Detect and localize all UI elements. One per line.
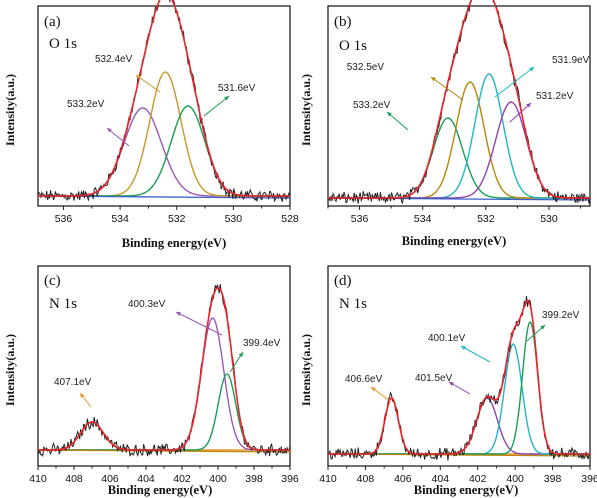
- x-tick-label: 534: [414, 213, 432, 225]
- peak-arrow-head: [371, 387, 376, 392]
- peak-arrow-head: [529, 67, 534, 72]
- fitted-envelope-curve: [38, 0, 290, 197]
- plot-frame: [37, 5, 291, 207]
- panel-title: O 1s: [339, 38, 367, 54]
- peak-arrow-head: [387, 112, 392, 117]
- x-tick-label: 410: [319, 473, 337, 485]
- peak-curve-1: [38, 107, 290, 197]
- x-tick-label: 398: [544, 473, 562, 485]
- peak-arrow-head: [176, 312, 181, 316]
- panel-b: 536 534 532 530 Binding energy(eV) Intensity(…: [299, 0, 591, 248]
- fitted-envelope-curve: [328, 299, 590, 455]
- y-axis-label: Intensity(a.u.): [3, 74, 17, 146]
- peak-curve-1: [328, 397, 590, 455]
- peak-arrow-head: [461, 346, 466, 351]
- peak-arrow-head: [80, 393, 85, 398]
- peak-label: 400.3eV: [128, 299, 166, 310]
- panel-title: N 1s: [49, 296, 77, 312]
- x-tick-label: 408: [357, 473, 375, 485]
- fitted-envelope-curve: [38, 286, 290, 451]
- peak-arrow-head: [540, 325, 545, 330]
- x-axis-label: Binding energy(eV): [108, 483, 213, 497]
- peak-arrow-line: [460, 345, 491, 363]
- panel-letter: (c): [44, 273, 61, 289]
- peak-label: 532.5eV: [347, 62, 385, 73]
- peak-label: 401.5eV: [415, 373, 453, 384]
- plot-frame: [327, 265, 591, 467]
- panel-letter: (d): [334, 273, 352, 289]
- x-axis-label: Binding energy(eV): [402, 234, 507, 248]
- peak-label: 533.2eV: [353, 100, 391, 111]
- panel-title: N 1s: [339, 296, 367, 312]
- x-tick-label: 404: [432, 473, 450, 485]
- y-axis-label: Intensity(a.u.): [299, 74, 313, 146]
- peak-label: 399.4eV: [243, 338, 281, 349]
- peak-arrow-head: [107, 128, 112, 133]
- peak-arrow-line: [135, 74, 161, 93]
- panel-title: O 1s: [49, 36, 77, 52]
- x-tick-label: 406: [394, 473, 412, 485]
- x-tick-label: 532: [477, 213, 495, 225]
- peak-curve-3: [328, 343, 590, 455]
- peak-label: 531.6eV: [218, 83, 256, 94]
- peak-curve-2: [328, 397, 590, 455]
- x-axis-label: Binding energy(eV): [122, 236, 227, 250]
- x-tick-label: 534: [111, 213, 129, 225]
- peak-arrow-line: [175, 311, 223, 336]
- x-tick-label: 396: [281, 473, 299, 485]
- x-tick-label: 530: [225, 213, 243, 225]
- peak-arrow-head: [224, 96, 229, 101]
- peak-label: 531.9eV: [552, 55, 590, 66]
- x-tick-label: 398: [245, 473, 263, 485]
- peak-label: 407.1eV: [54, 377, 92, 388]
- peak-arrow-line: [430, 76, 464, 101]
- peak-label: 533.2eV: [67, 99, 105, 110]
- peak-arrow-head: [526, 103, 531, 108]
- peak-label: 400.1eV: [428, 333, 466, 344]
- peak-arrow-line: [386, 111, 409, 131]
- peak-arrow-head: [136, 75, 141, 80]
- x-tick-label: 402: [469, 473, 487, 485]
- peak-label: 531.2eV: [536, 91, 574, 102]
- x-tick-label: 532: [168, 213, 186, 225]
- panel-letter: (b): [334, 14, 352, 30]
- x-tick-label: 404: [137, 473, 155, 485]
- panel-letter: (a): [44, 14, 61, 30]
- x-tick-label: 530: [540, 213, 558, 225]
- x-tick-label: 408: [65, 473, 83, 485]
- background-baseline: [37, 449, 291, 453]
- x-tick-label: 400: [209, 473, 227, 485]
- peak-label: 399.2eV: [542, 310, 580, 321]
- x-tick-label: 396: [581, 473, 597, 485]
- y-axis-label: Intensity(a.u.): [299, 334, 313, 406]
- x-tick-label: 400: [506, 473, 524, 485]
- panel-d: 410 408 406 404 402 400 398 396 Binding energy(e…: [299, 265, 597, 497]
- x-tick-label: 536: [55, 213, 73, 225]
- panel-a: 536 534 532 530 528 Binding energy(eV) Intensi…: [3, 0, 299, 250]
- peak-arrow-line: [494, 66, 535, 98]
- peak-arrow-head: [238, 352, 243, 357]
- plot-frame: [327, 5, 591, 207]
- panel-c: 410 408 406 404 402 400 398 396 Binding energy(e…: [3, 265, 299, 497]
- peak-label: 532.4eV: [95, 54, 133, 65]
- x-tick-label: 528: [281, 213, 299, 225]
- x-tick-label: 402: [173, 473, 191, 485]
- fitted-envelope-curve: [328, 0, 590, 199]
- peak-arrow-line: [106, 127, 130, 147]
- peak-label: 406.6eV: [345, 374, 383, 385]
- peak-arrow-line: [203, 95, 230, 117]
- y-axis-label: Intensity(a.u.): [3, 334, 17, 406]
- peak-arrow-line: [509, 102, 532, 123]
- x-axis-label: Binding energy(eV): [414, 483, 519, 497]
- peak-arrow-head: [449, 382, 454, 387]
- x-tick-label: 536: [351, 213, 369, 225]
- peak-arrow-head: [431, 77, 436, 82]
- x-tick-label: 406: [101, 473, 119, 485]
- x-tick-label: 410: [29, 473, 47, 485]
